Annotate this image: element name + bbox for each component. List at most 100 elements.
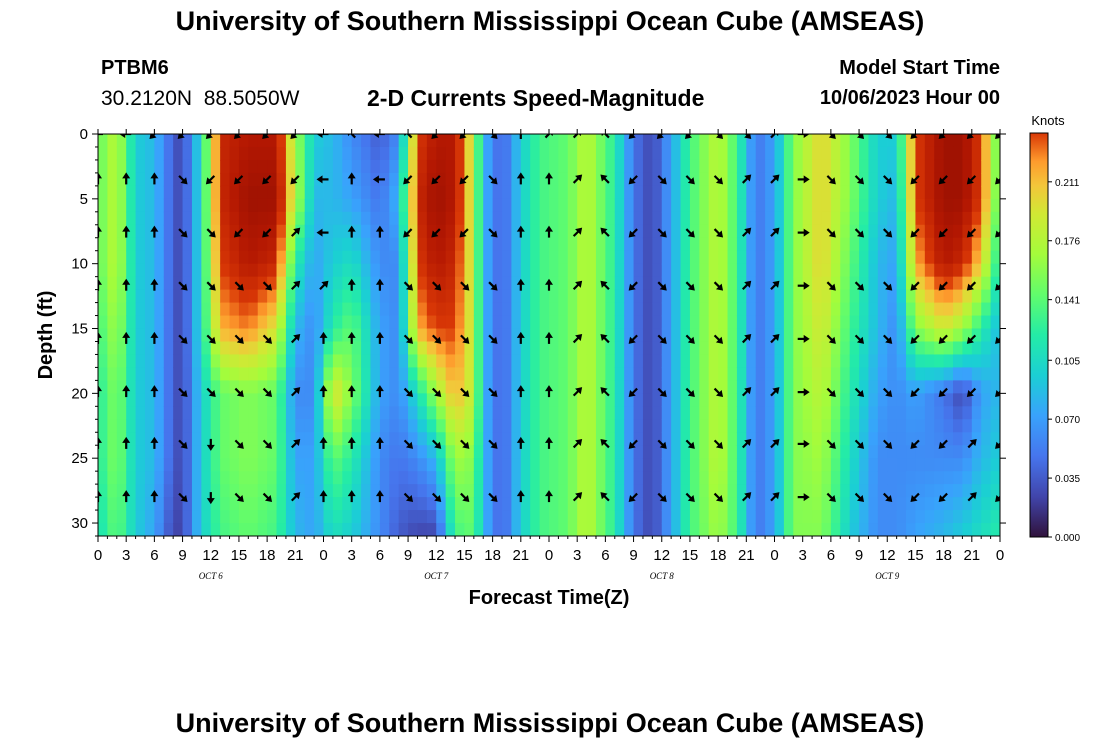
heatmap-cell [830,354,841,369]
heatmap-cell [379,380,390,394]
heatmap-cell [699,471,710,485]
heatmap-cell [332,354,343,369]
heatmap-cell [915,341,926,356]
heatmap-cell [558,134,569,148]
heatmap-cell [633,354,644,369]
heatmap-cell [934,419,945,433]
current-vector-arrow [657,439,667,449]
heatmap-cell [436,380,447,394]
heatmap-cell [577,471,588,485]
heatmap-cell [483,419,494,433]
heatmap-cell [605,146,616,161]
current-vector-arrow [347,436,356,449]
heatmap-cell [379,523,390,536]
heatmap-cell [708,406,719,420]
heatmap-cell [248,134,259,148]
heatmap-cell [793,497,804,511]
heatmap-cell [906,172,917,187]
heatmap-cell [229,510,240,524]
heatmap-cell [971,393,982,407]
current-vector-arrow [995,439,1000,449]
current-vector-arrow [316,175,329,184]
current-vector-arrow [545,172,553,185]
heatmap-cell [361,134,372,148]
heatmap-cell [849,458,860,472]
heatmap-cell [689,198,700,213]
heatmap-cell [840,523,851,536]
current-vector-arrow [797,134,810,138]
heatmap-cell [642,354,653,369]
heatmap-cell [680,250,691,265]
heatmap-cell [971,510,982,524]
x-tick-label: 0 [770,547,778,564]
heatmap-cell [990,172,1000,187]
heatmap-cell [520,341,531,356]
heatmap-cell [483,523,494,536]
heatmap-cell [417,354,428,369]
heatmap-cell [473,276,484,291]
heatmap-cell [802,315,813,330]
heatmap-cell [314,471,325,485]
heatmap-cell [107,328,118,343]
heatmap-cell [135,523,146,536]
heatmap-cell [323,432,334,446]
heatmap-cell [530,237,541,252]
heatmap-cell [981,458,992,472]
heatmap-cell [633,289,644,304]
heatmap-cell [173,523,184,536]
heatmap-cell [934,172,945,187]
heatmap-cell [511,237,522,252]
heatmap-cell [267,445,278,459]
heatmap-cell [154,367,165,381]
heatmap-cell [595,432,606,446]
heatmap-cell [953,484,964,498]
heatmap-cell [455,302,466,317]
heatmap-cell [455,497,466,511]
heatmap-cell [332,289,343,304]
heatmap-cell [859,458,870,472]
heatmap-cell [182,276,193,291]
heatmap-cell [201,134,212,148]
heatmap-cell [793,315,804,330]
heatmap-cell [661,172,672,187]
heatmap-cell [426,211,437,226]
current-vectors [98,134,1000,505]
heatmap-cell [802,484,813,498]
heatmap-cell [830,224,841,239]
heatmap-cell [483,471,494,485]
heatmap-cell [577,445,588,459]
heatmap-cell [595,484,606,498]
heatmap-cell [323,328,334,343]
heatmap-cell [746,484,757,498]
heatmap-cell [370,276,381,291]
heatmap-cell [220,276,231,291]
heatmap-cell [502,250,513,265]
current-vector-arrow [572,438,583,449]
heatmap-cell [934,510,945,524]
heatmap-cell [351,354,362,369]
heatmap-cell [915,250,926,265]
heatmap-cell [539,276,550,291]
heatmap-cell [736,276,747,291]
heatmap-cell [934,497,945,511]
heatmap-cell [849,367,860,381]
heatmap-cell [877,523,888,536]
heatmap-cell [624,367,635,381]
heatmap-cell [567,471,578,485]
heatmap-cell [586,172,597,187]
heatmap-cell [436,146,447,161]
heatmap-cell [699,159,710,174]
heatmap-cell [173,328,184,343]
heatmap-cell [877,484,888,498]
heatmap-cell [473,289,484,304]
current-vector-arrow [122,385,131,398]
heatmap-cell [229,198,240,213]
heatmap-cell [144,146,155,161]
heatmap-cell [680,134,691,148]
heatmap-cell [229,484,240,498]
heatmap-cell [426,146,437,161]
heatmap-cell [859,276,870,291]
heatmap-cell [990,380,1000,394]
current-vector-arrow [572,333,583,344]
